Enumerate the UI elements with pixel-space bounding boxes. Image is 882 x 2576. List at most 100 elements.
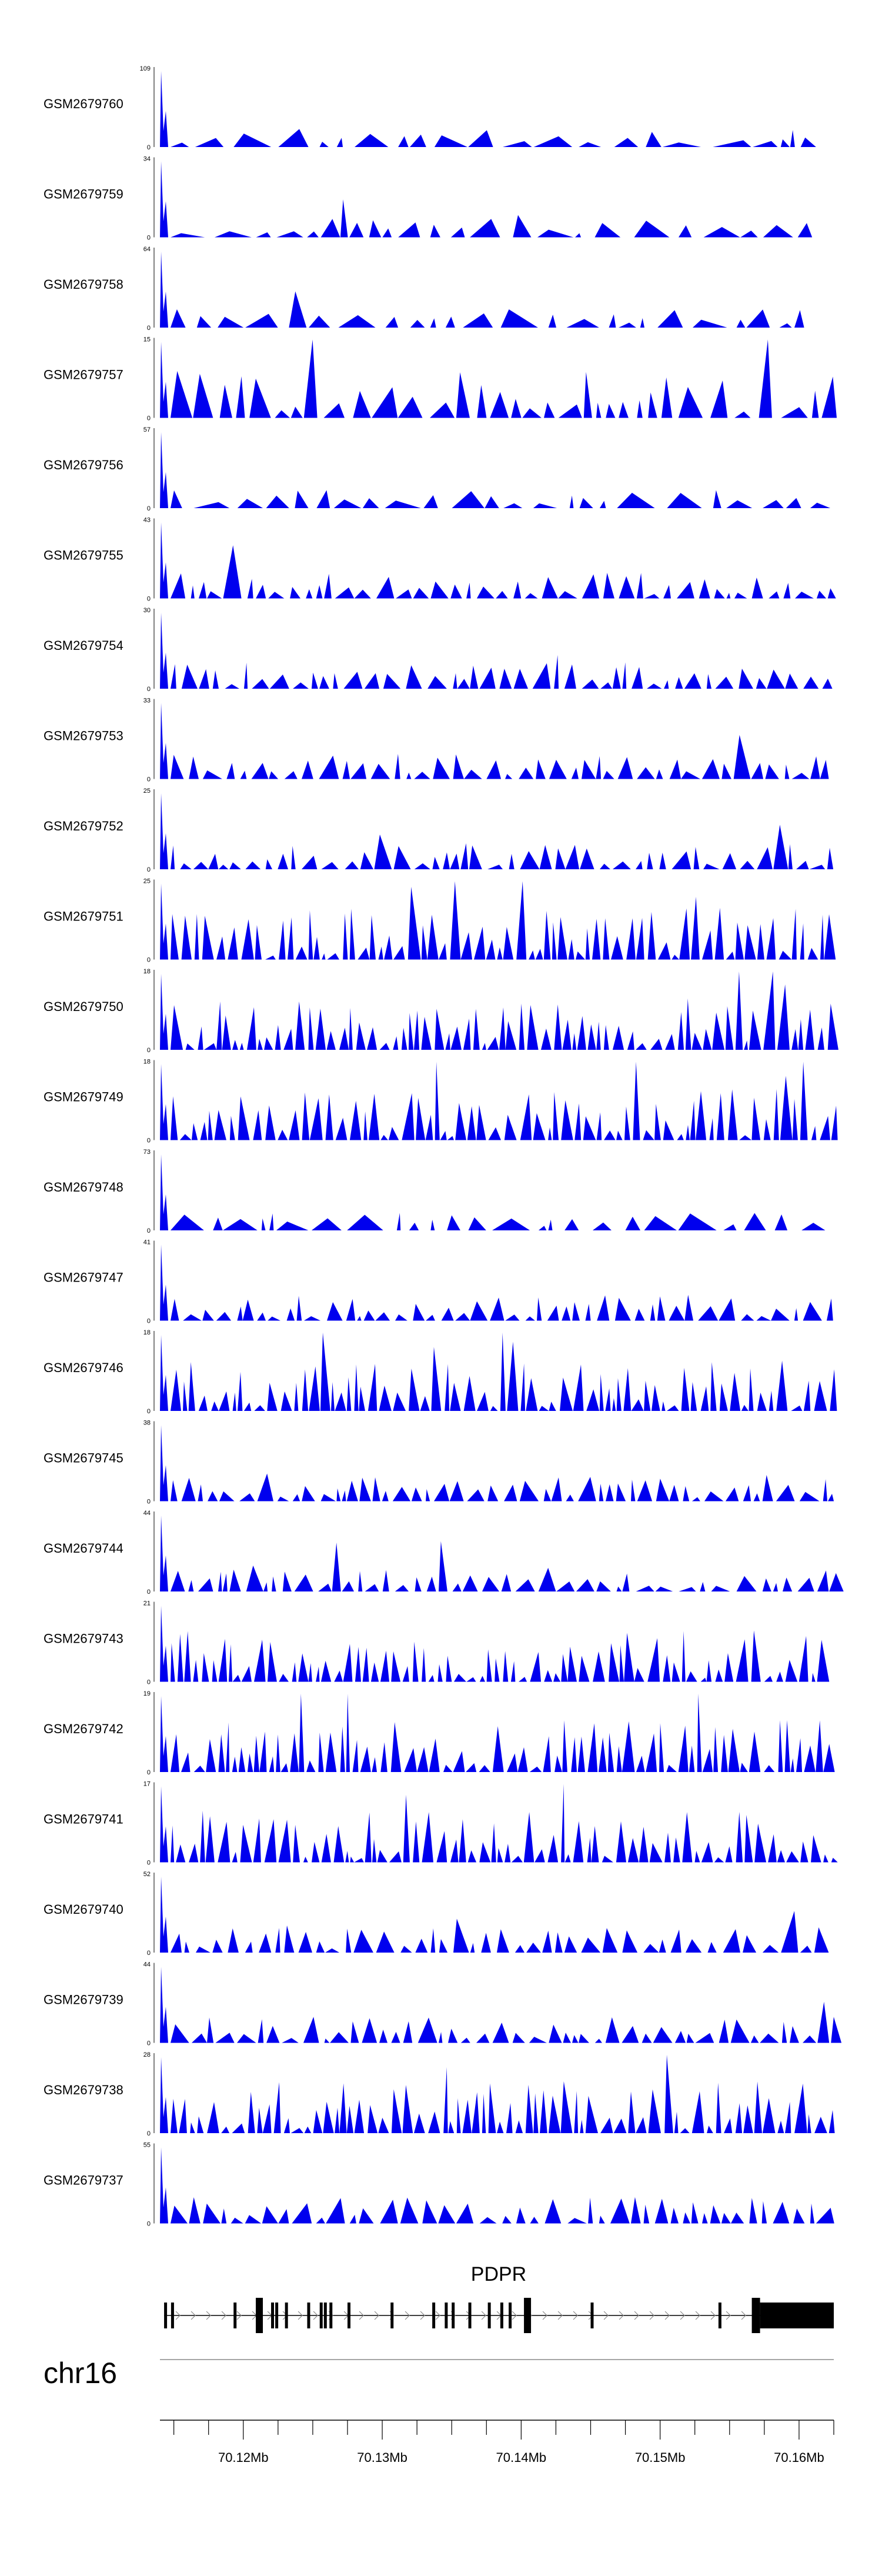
track-label: GSM2679760 — [44, 96, 123, 111]
track-GSM2679760: GSM2679760 109 0 — [44, 65, 818, 151]
track-label: GSM2679741 — [44, 1812, 123, 1827]
track-coverage-area — [160, 1062, 838, 1140]
strand-arrow — [236, 2311, 242, 2320]
track-ymin: 0 — [147, 1047, 151, 1054]
exon — [452, 2303, 455, 2328]
track-coverage-area — [160, 1154, 831, 1230]
exon — [390, 2303, 394, 2328]
exon — [233, 2303, 237, 2328]
track-ymin: 0 — [147, 2221, 151, 2228]
track-GSM2679755: GSM2679755 43 0 — [44, 517, 836, 603]
track-ymax: 55 — [143, 2142, 151, 2149]
track-GSM2679739: GSM2679739 44 0 — [44, 1961, 842, 2047]
strand-arrow — [206, 2311, 211, 2320]
track-coverage-area — [160, 71, 818, 147]
track-GSM2679748: GSM2679748 73 0 — [44, 1149, 831, 1234]
track-coverage-area — [160, 793, 834, 869]
track-GSM2679751: GSM2679751 25 0 — [44, 878, 836, 964]
track-label: GSM2679739 — [44, 1993, 123, 2007]
track-label: GSM2679757 — [44, 368, 123, 382]
track-label: GSM2679738 — [44, 2083, 123, 2097]
exon — [500, 2303, 503, 2328]
track-ymin: 0 — [147, 505, 151, 512]
track-GSM2679745: GSM2679745 38 0 — [44, 1420, 834, 1506]
track-GSM2679753: GSM2679753 33 0 — [44, 698, 834, 783]
track-ymin: 0 — [147, 1589, 151, 1596]
strand-arrow — [313, 2311, 318, 2320]
track-coverage-area — [160, 1244, 834, 1321]
track-ymax: 52 — [143, 1871, 151, 1878]
strand-arrow — [420, 2311, 425, 2320]
track-ymax: 28 — [143, 2051, 151, 2058]
track-ymin: 0 — [147, 1679, 151, 1686]
track-ymax: 43 — [143, 517, 151, 524]
track-GSM2679749: GSM2679749 18 0 — [44, 1059, 838, 1144]
strand-arrow — [191, 2311, 196, 2320]
track-GSM2679754: GSM2679754 30 0 — [44, 607, 834, 693]
strand-arrow — [726, 2311, 731, 2320]
track-ymax: 25 — [143, 788, 151, 795]
track-label: GSM2679759 — [44, 187, 123, 202]
exon — [275, 2303, 279, 2328]
track-GSM2679738: GSM2679738 28 0 — [44, 2051, 835, 2137]
axis-tick-label: 70.12Mb — [218, 2450, 269, 2465]
strand-arrow — [512, 2311, 517, 2320]
exon — [256, 2298, 263, 2333]
track-ymax: 44 — [143, 1961, 151, 1968]
strand-arrow — [680, 2311, 685, 2320]
strand-arrow — [557, 2311, 563, 2320]
track-ymin: 0 — [147, 1318, 151, 1325]
track-ymin: 0 — [147, 866, 151, 873]
track-GSM2679737: GSM2679737 55 0 — [44, 2142, 834, 2228]
track-label: GSM2679751 — [44, 909, 123, 924]
strand-arrow — [405, 2311, 410, 2320]
track-ymax: 73 — [143, 1149, 151, 1156]
exon — [590, 2303, 594, 2328]
exon — [307, 2303, 310, 2328]
track-label: GSM2679742 — [44, 1721, 123, 1736]
track-ymin: 0 — [147, 596, 151, 603]
track-label: GSM2679740 — [44, 1902, 123, 1917]
strand-arrow — [175, 2311, 181, 2320]
strand-arrow — [649, 2311, 654, 2320]
track-GSM2679758: GSM2679758 64 0 — [44, 246, 817, 332]
exon — [487, 2303, 491, 2328]
exon — [445, 2303, 448, 2328]
strand-arrow — [221, 2311, 226, 2320]
track-coverage-area — [160, 2054, 835, 2133]
track-ymin: 0 — [147, 325, 151, 332]
strand-arrow — [435, 2311, 440, 2320]
track-ymax: 33 — [143, 698, 151, 705]
track-label: GSM2679756 — [44, 458, 123, 472]
strand-arrow — [664, 2311, 670, 2320]
track-ymin: 0 — [147, 1227, 151, 1234]
exon — [524, 2298, 532, 2333]
track-coverage-area — [160, 432, 834, 508]
track-coverage-area — [160, 1693, 835, 1772]
track-ymin: 0 — [147, 686, 151, 693]
track-label: GSM2679747 — [44, 1270, 123, 1285]
track-coverage-area — [160, 1967, 842, 2043]
track-ymax: 109 — [140, 65, 151, 72]
exon — [319, 2303, 323, 2328]
track-GSM2679757: GSM2679757 15 0 — [44, 336, 837, 422]
track-label: GSM2679746 — [44, 1360, 123, 1375]
track-ymax: 18 — [143, 1329, 151, 1336]
track-ymax: 34 — [143, 156, 151, 163]
track-ymin: 0 — [147, 1499, 151, 1506]
track-coverage-area — [160, 251, 817, 328]
track-ymax: 25 — [143, 878, 151, 885]
track-ymin: 0 — [147, 957, 151, 964]
track-coverage-area — [160, 1425, 834, 1501]
track-ymax: 44 — [143, 1510, 151, 1517]
track-label: GSM2679755 — [44, 548, 123, 563]
chromosome-label: chr16 — [44, 2357, 117, 2390]
track-coverage-area — [160, 161, 823, 238]
track-label: GSM2679749 — [44, 1090, 123, 1105]
track-GSM2679759: GSM2679759 34 0 — [44, 156, 823, 242]
track-GSM2679752: GSM2679752 25 0 — [44, 788, 834, 873]
track-ymin: 0 — [147, 144, 151, 151]
strand-arrow — [298, 2311, 303, 2320]
track-ymin: 0 — [147, 2040, 151, 2047]
